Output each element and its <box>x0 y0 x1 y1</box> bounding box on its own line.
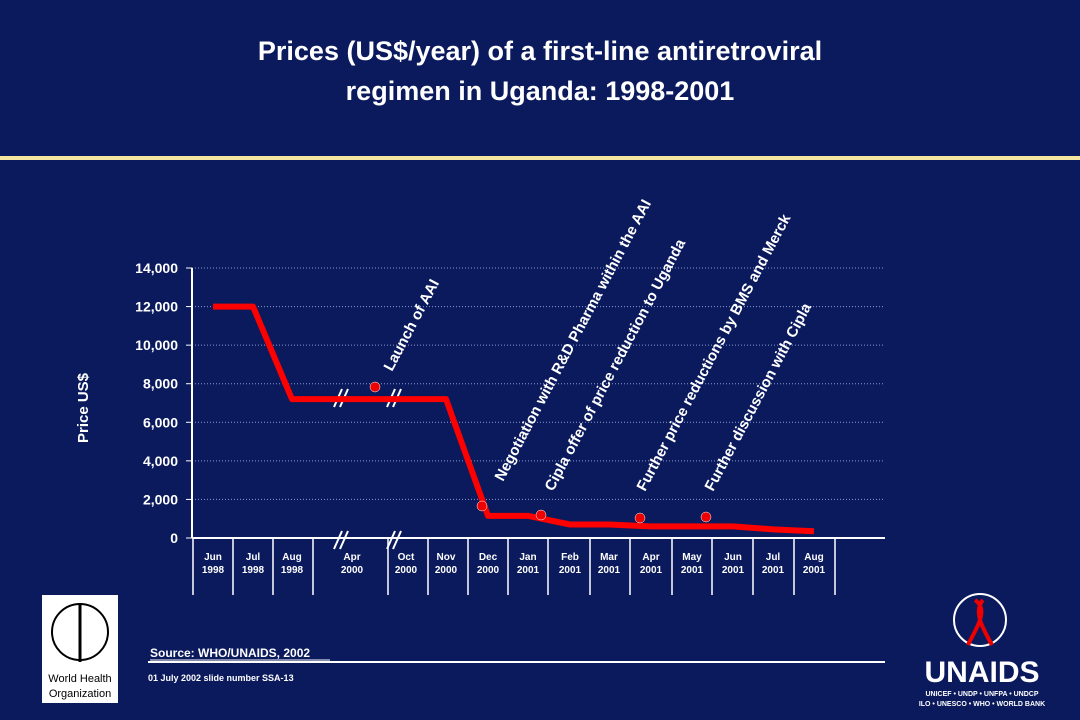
x-tick-label: Mar 2001 <box>598 552 621 576</box>
x-tick-label: Dec 2000 <box>477 552 500 576</box>
x-tick-label: Aug 1998 <box>281 552 304 576</box>
title-rule <box>0 156 1080 160</box>
y-tick-label: 2,000 <box>143 491 178 507</box>
red-ribbon <box>966 598 994 646</box>
break-mark <box>386 530 396 550</box>
unaids-text: UNAIDS <box>924 656 1039 689</box>
break-mark <box>339 530 349 550</box>
x-tick-label: Jul 2001 <box>762 552 785 576</box>
x-tick-label: Jul 1998 <box>242 552 265 576</box>
title-line: Prices (US$/year) of a first-line antire… <box>258 36 822 66</box>
event-dot <box>476 500 488 512</box>
x-tick-label: Aug 2001 <box>803 552 826 576</box>
x-tick-label: Apr 2000 <box>341 552 364 576</box>
y-tick-label: 4,000 <box>143 453 178 469</box>
unaids-partners: ILO • UNESCO • WHO • WORLD BANK <box>919 701 1045 708</box>
y-tick-label: 6,000 <box>143 414 178 430</box>
title-line: regimen in Uganda: 1998-2001 <box>346 76 735 106</box>
event-dot <box>369 381 381 393</box>
unaids-partners: UNICEF • UNDP • UNFPA • UNDCP <box>925 691 1038 698</box>
un-emblem <box>953 593 1007 647</box>
event-dot <box>634 512 646 524</box>
who-text: World Health <box>48 673 111 685</box>
y-tick-label: 14,000 <box>135 260 178 276</box>
x-tick-label: Nov 2000 <box>435 552 458 576</box>
x-tick-label: Jan 2001 <box>517 552 540 576</box>
break-mark <box>392 530 402 550</box>
who-logo: World Health Organization <box>42 595 118 703</box>
y-tick-label: 10,000 <box>135 337 178 353</box>
y-tick-label: 12,000 <box>135 299 178 315</box>
break-mark <box>333 530 343 550</box>
price-line <box>213 303 815 535</box>
y-tick-label: 0 <box>170 530 178 546</box>
x-tick-label: May 2001 <box>681 552 704 576</box>
x-tick-label: Oct 2000 <box>395 552 418 576</box>
y-axis-label: Price US$ <box>75 372 92 443</box>
y-tick-label: 8,000 <box>143 376 178 392</box>
event-dot <box>700 511 712 523</box>
footnote: 01 July 2002 slide number SSA-13 <box>148 673 294 683</box>
source: Source: WHO/UNAIDS, 2002 <box>150 646 310 660</box>
x-tick-label: Jun 1998 <box>202 552 225 576</box>
who-text: Organization <box>49 688 111 700</box>
unaids-logo: UNAIDS UNICEF • UNDP • UNFPA • UNDCP ILO… <box>919 593 1045 708</box>
x-tick-label: Jun 2001 <box>722 552 745 576</box>
event-dot <box>535 509 547 521</box>
x-tick-label: Apr 2001 <box>640 552 663 576</box>
x-tick-label: Feb 2001 <box>559 552 582 576</box>
